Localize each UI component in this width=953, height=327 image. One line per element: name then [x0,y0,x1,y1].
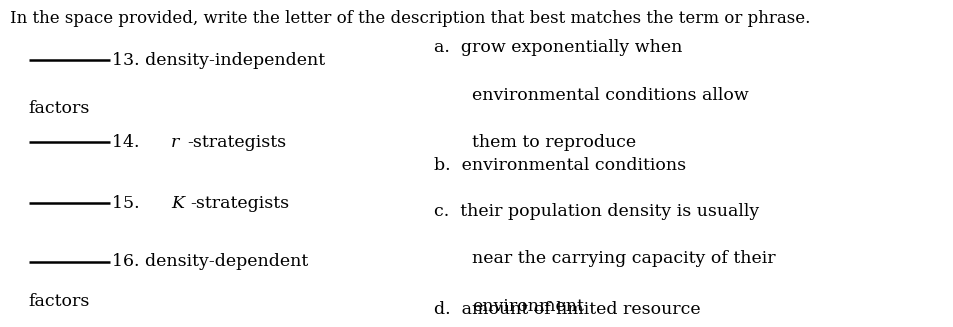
Text: r: r [171,134,179,151]
Text: c.  their population density is usually: c. their population density is usually [434,203,759,220]
Text: environment: environment [472,298,583,315]
Text: near the carrying capacity of their: near the carrying capacity of their [472,250,775,267]
Text: factors: factors [29,100,90,117]
Text: -strategists: -strategists [187,134,286,151]
Text: K: K [171,195,184,212]
Text: 16. density-dependent: 16. density-dependent [112,253,308,270]
Text: them to reproduce: them to reproduce [472,134,636,151]
Text: factors: factors [29,293,90,310]
Text: b.  environmental conditions: b. environmental conditions [434,157,685,174]
Text: -strategists: -strategists [190,195,289,212]
Text: 14.: 14. [112,134,145,151]
Text: In the space provided, write the letter of the description that best matches the: In the space provided, write the letter … [10,10,809,27]
Text: d.  amount of limited resource: d. amount of limited resource [434,301,700,318]
Text: environmental conditions allow: environmental conditions allow [472,87,748,104]
Text: 13. density-independent: 13. density-independent [112,52,324,69]
Text: a.  grow exponentially when: a. grow exponentially when [434,39,681,56]
Text: 15.: 15. [112,195,145,212]
